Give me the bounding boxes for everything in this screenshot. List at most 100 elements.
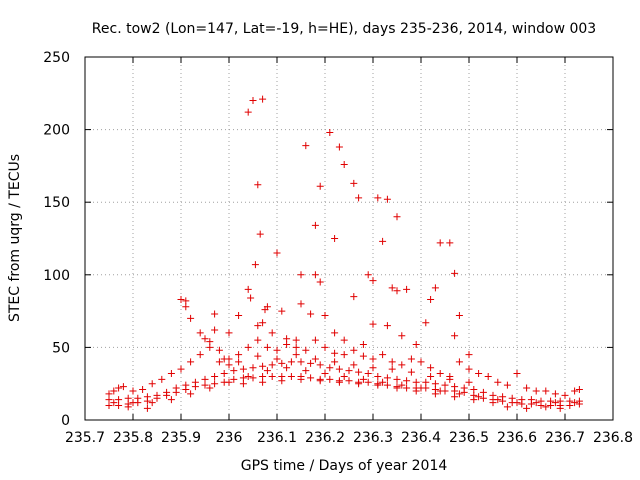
data-point-plus: [523, 384, 531, 392]
data-point-plus: [124, 394, 132, 402]
data-point-plus: [355, 194, 363, 202]
data-point-plus: [571, 399, 579, 407]
y-axis-label: STEC from uqrg / TECUs: [7, 154, 23, 322]
x-tick-label: 236.3: [353, 430, 393, 446]
y-tick-label: 0: [61, 413, 70, 429]
data-point-plus: [355, 380, 363, 388]
data-point-plus: [556, 404, 564, 412]
data-point-plus: [143, 393, 151, 401]
data-point-plus: [393, 375, 401, 383]
y-tick-label: 100: [43, 268, 70, 284]
x-tick-label: 236.5: [449, 430, 489, 446]
data-point-plus: [532, 399, 540, 407]
plot-frame: [84, 56, 614, 421]
data-point-plus: [302, 346, 310, 354]
data-point-plus: [403, 377, 411, 385]
data-point-plus: [321, 370, 329, 378]
data-point-plus: [446, 239, 454, 247]
data-point-plus: [350, 293, 358, 301]
data-point-plus: [431, 284, 439, 292]
data-point-plus: [364, 271, 372, 279]
data-point-plus: [359, 352, 367, 360]
data-point-plus: [273, 346, 281, 354]
data-point-plus: [215, 358, 223, 366]
data-point-plus: [191, 378, 199, 386]
data-point-plus: [335, 378, 343, 386]
data-point-plus: [561, 391, 569, 399]
data-point-plus: [575, 386, 583, 394]
y-tick-label: 200: [43, 123, 70, 139]
data-point-plus: [259, 319, 267, 327]
data-point-plus: [311, 221, 319, 229]
data-point-plus: [350, 346, 358, 354]
data-point-plus: [259, 362, 267, 370]
data-point-plus: [436, 387, 444, 395]
data-point-plus: [211, 372, 219, 380]
data-point-plus: [369, 355, 377, 363]
data-point-plus: [311, 336, 319, 344]
data-point-plus: [547, 397, 555, 405]
data-point-plus: [244, 108, 252, 116]
data-point-plus: [494, 378, 502, 386]
data-point-plus: [148, 380, 156, 388]
data-point-plus: [451, 269, 459, 277]
data-point-plus: [508, 394, 516, 402]
data-point-plus: [345, 377, 353, 385]
data-point-plus: [513, 399, 521, 407]
data-point-plus: [407, 355, 415, 363]
data-point-plus: [278, 377, 286, 385]
data-point-plus: [494, 396, 502, 404]
data-point-plus: [566, 397, 574, 405]
data-point-plus: [182, 381, 190, 389]
data-point-plus: [403, 285, 411, 293]
data-point-plus: [350, 179, 358, 187]
data-point-plus: [297, 300, 305, 308]
data-point-plus: [331, 235, 339, 242]
data-point-plus: [398, 361, 406, 369]
data-point-plus: [273, 249, 281, 257]
data-point-plus: [297, 271, 305, 279]
data-point-plus: [503, 381, 511, 389]
data-point-plus: [316, 278, 324, 286]
x-tick-label: 235.9: [161, 430, 201, 446]
data-point-plus: [326, 129, 334, 137]
axis-ticks: 235.7 235.8 235.9 236 236.1 236.2 236.3 236.4 23…: [43, 50, 633, 446]
data-point-plus: [211, 326, 219, 334]
data-point-plus: [388, 284, 396, 292]
x-axis-label: GPS time / Days of year 2014: [241, 458, 448, 474]
data-point-plus: [235, 351, 243, 359]
data-point-plus: [206, 384, 214, 392]
data-point-plus: [307, 310, 315, 318]
data-point-plus: [422, 319, 430, 327]
data-point-plus: [369, 364, 377, 372]
data-point-plus: [244, 285, 252, 293]
data-point-plus: [215, 346, 223, 354]
data-point-plus: [374, 381, 382, 389]
data-point-plus: [268, 361, 276, 369]
data-point-plus: [340, 372, 348, 380]
data-point-plus: [455, 390, 463, 398]
data-point-plus: [340, 336, 348, 344]
data-point-plus: [451, 393, 459, 401]
data-point-plus: [350, 361, 358, 369]
data-point-plus: [249, 374, 257, 382]
data-point-plus: [115, 396, 123, 404]
data-point-plus: [427, 295, 435, 303]
data-point-plus: [374, 372, 382, 380]
data-point-plus: [455, 311, 463, 319]
data-point-plus: [283, 364, 291, 372]
data-point-plus: [398, 332, 406, 340]
data-point-plus: [139, 386, 147, 394]
data-point-plus: [254, 181, 262, 189]
data-point-plus: [230, 375, 238, 383]
x-tick-label: 236.8: [593, 430, 633, 446]
data-point-plus: [247, 294, 255, 302]
data-point-plus: [119, 383, 127, 391]
data-point-plus: [321, 311, 329, 319]
data-point-plus: [364, 378, 372, 386]
data-point-plus: [211, 380, 219, 388]
data-point-plus: [383, 381, 391, 389]
data-point-plus: [263, 367, 271, 375]
data-point-plus: [374, 194, 382, 202]
data-point-plus: [355, 368, 363, 376]
